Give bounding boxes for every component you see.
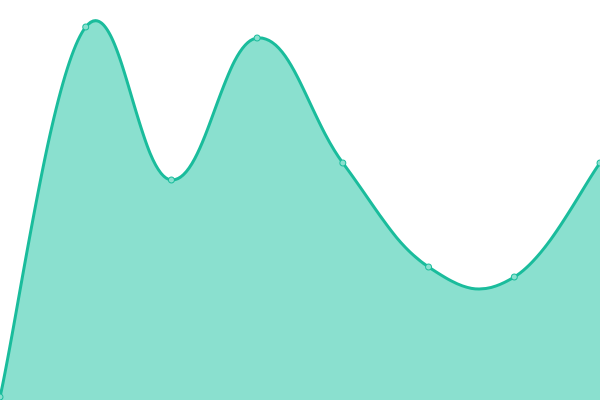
data-point-5 — [425, 263, 433, 271]
data-point-4 — [339, 159, 347, 167]
data-point-6 — [510, 273, 518, 281]
data-point-1 — [82, 23, 90, 31]
data-points — [0, 23, 600, 400]
data-point-0 — [0, 393, 4, 400]
data-point-3 — [253, 34, 261, 42]
data-point-7 — [596, 159, 600, 167]
data-point-2 — [167, 176, 175, 184]
area-fill — [0, 20, 600, 400]
